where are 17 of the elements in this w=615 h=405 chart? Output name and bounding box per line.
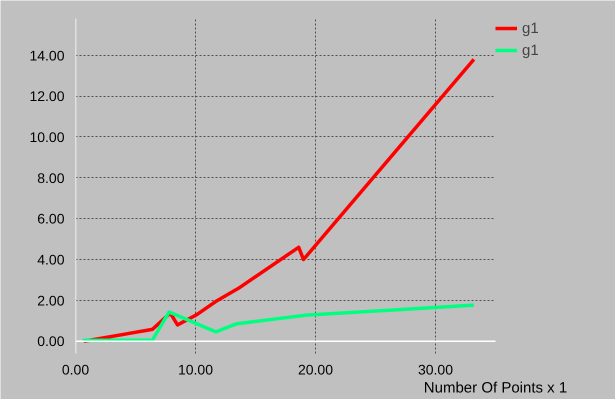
y-tick-label: 4.00: [37, 252, 65, 268]
x-tick-label: 0.00: [62, 362, 90, 378]
x-axis-title: Number Of Points x 1: [424, 380, 568, 396]
x-tick-label: 30.00: [418, 362, 454, 378]
y-tick-label: 14.00: [29, 47, 65, 64]
line-series: [82, 58, 476, 343]
y-tick-label: 6.00: [37, 210, 65, 227]
y-tick-label: 2.00: [37, 292, 65, 308]
legend-label: g1: [522, 20, 540, 36]
y-tick-label: 0.00: [37, 333, 65, 350]
x-tick-label: 10.00: [178, 362, 214, 378]
line-series: [80, 303, 476, 342]
x-tick-label: 20.00: [298, 362, 334, 378]
y-tick-label: 10.00: [29, 128, 65, 145]
y-tick-label: 12.00: [29, 88, 65, 104]
legend-label: g1: [522, 42, 540, 58]
y-tick-label: 8.00: [37, 170, 65, 186]
